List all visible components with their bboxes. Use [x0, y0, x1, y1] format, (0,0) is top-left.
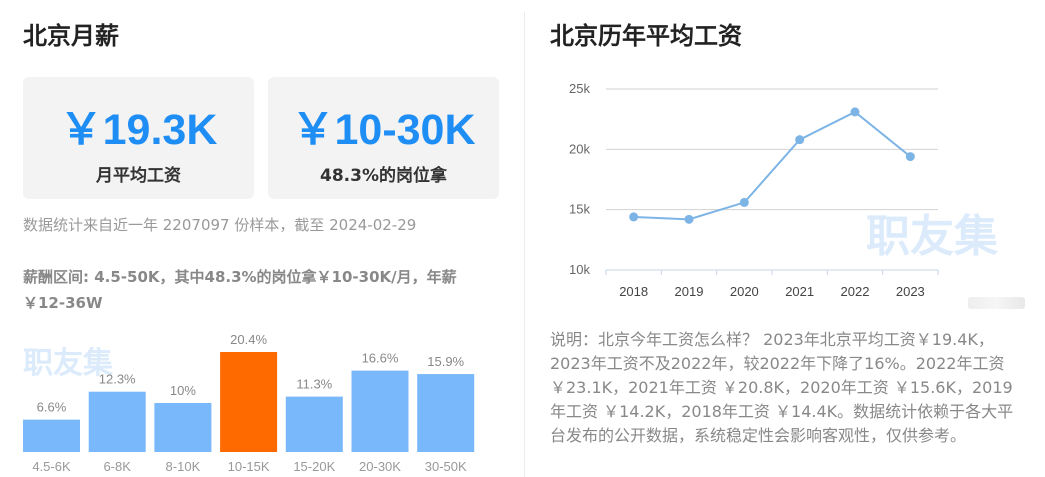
- bar-category-label: 8-10K: [166, 459, 201, 474]
- bar-category-label: 30-50K: [425, 459, 467, 474]
- average-salary-label: 月平均工资: [96, 166, 181, 186]
- salary-distribution-chart: 6.6% 4.5-6K 12.3% 6-8K 10% 8-10K 20.4% 10-15K 11…: [23, 332, 475, 474]
- salary-bar: [220, 352, 278, 452]
- data-point: [739, 197, 749, 207]
- watermark-logo-right: 职友集: [866, 211, 998, 262]
- salary-bar: [88, 391, 146, 452]
- salary-range-value: ￥10-30K: [291, 106, 476, 154]
- blurred-caption: [968, 297, 1025, 309]
- bar-value-label: 11.3%: [296, 377, 332, 392]
- salary-bar: [154, 402, 212, 452]
- average-salary-value: ￥19.3K: [59, 106, 218, 154]
- x-tick-label: 2020: [730, 284, 759, 299]
- bar-value-label: 15.9%: [427, 354, 464, 369]
- data-point: [684, 214, 694, 224]
- bar-category-label: 6-8K: [103, 459, 131, 474]
- salary-bar: [23, 419, 80, 452]
- average-salary-card: ￥19.3K 月平均工资: [23, 77, 254, 199]
- yearly-salary-title: 北京历年平均工资: [550, 22, 742, 50]
- salary-bar: [285, 396, 343, 452]
- bar-value-label: 20.4%: [230, 332, 267, 347]
- salary-trend-line: [633, 110, 911, 221]
- salary-bar: [417, 374, 475, 452]
- monthly-salary-panel: 北京月薪 ￥19.3K 月平均工资 ￥10-30K 48.3%的岗位拿 数据统计…: [0, 0, 510, 477]
- bar-category-label: 20-30K: [359, 459, 401, 474]
- x-tick-label: 2023: [896, 284, 925, 299]
- data-point: [850, 107, 860, 117]
- bar-value-label: 10%: [170, 383, 196, 398]
- data-point: [629, 212, 639, 222]
- x-tick-label: 2019: [675, 284, 704, 299]
- panel-divider: [524, 12, 525, 477]
- data-point: [795, 135, 805, 145]
- panel-title: 北京月薪: [23, 22, 119, 50]
- bar-value-label: 12.3%: [99, 372, 136, 387]
- yearly-salary-chart: 10k 15k 20k 25k 2018 2019 2020 2021 2022 2023: [569, 81, 939, 299]
- salary-explanation: 说明：北京今年工资怎么样？ 2023年北京平均工资￥19.4K，2023年工资不…: [550, 330, 1014, 445]
- x-tick-label: 2018: [619, 284, 648, 299]
- y-tick-label: 20k: [569, 141, 590, 156]
- y-tick-label: 10k: [569, 262, 590, 277]
- sample-note: 数据统计来自近一年 2207097 份样本，截至 2024-02-29: [23, 216, 417, 234]
- bar-category-label: 10-15K: [228, 459, 270, 474]
- bar-category-label: 15-20K: [293, 459, 335, 474]
- y-tick-label: 25k: [569, 81, 590, 96]
- x-tick-label: 2022: [841, 284, 870, 299]
- y-tick-label: 15k: [569, 202, 590, 217]
- x-tick-label: 2021: [785, 284, 814, 299]
- salary-range-label: 48.3%的岗位拿: [320, 166, 447, 186]
- bar-category-label: 4.5-6K: [32, 459, 71, 474]
- data-point: [905, 152, 915, 162]
- bar-value-label: 16.6%: [362, 351, 399, 366]
- bar-value-label: 6.6%: [37, 400, 67, 415]
- salary-range-card: ￥10-30K 48.3%的岗位拿: [268, 77, 499, 199]
- salary-bar: [351, 370, 409, 452]
- watermark-logo: 职友集: [23, 346, 113, 381]
- salary-range-text: 薪酬区间: 4.5-50K，其中48.3%的岗位拿￥10-30K/月，年薪￥12…: [23, 268, 457, 312]
